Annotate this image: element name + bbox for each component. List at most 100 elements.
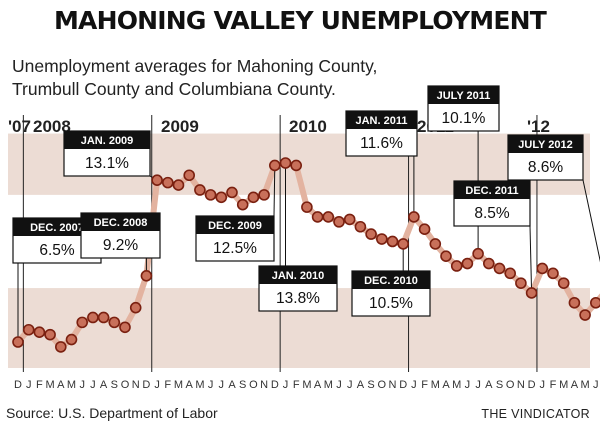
callout-date-bar [13,218,101,236]
month-tick-label: S [496,379,503,391]
data-point [386,235,399,248]
month-tick-label: J [411,379,417,391]
month-tick-label: M [559,379,568,391]
data-point [343,213,356,226]
month-tick-label: D [528,379,536,391]
chart-subtitle-line2: Trumbull County and Columbiana County. [12,79,336,99]
data-point [515,277,527,289]
data-point [493,262,506,275]
callout: JAN. 2009 13.1% [63,130,151,177]
data-point [333,216,345,228]
month-tick-label: D [271,379,279,391]
data-point [247,191,260,204]
data-point [311,211,324,223]
month-tick-label: N [132,379,140,391]
month-tick-label: F [293,379,300,391]
callout: JAN. 2011 11.6% [345,110,418,157]
year-label: 2009 [161,117,199,136]
month-tick-label: J [347,379,353,391]
month-tick-label: A [357,379,365,391]
month-tick-label: D [142,379,150,391]
month-tick-label: J [79,379,85,391]
callout-value: 12.5% [213,240,257,257]
year-label: 2008 [33,117,71,136]
data-point [119,321,131,334]
data-point [429,238,442,250]
month-tick-label: J [208,379,214,391]
data-point [215,191,228,204]
month-tick-label: J [593,379,599,391]
data-point [268,159,281,172]
callout-value: 6.5% [39,242,75,259]
callout-leader [273,165,276,217]
data-point [579,309,591,321]
month-tick-label: A [186,379,194,391]
data-point [290,159,303,172]
data-point [194,184,206,196]
data-point [236,198,249,211]
month-tick-label: O [121,379,130,391]
callout-value: 8.5% [474,205,510,222]
month-tick-label: J [219,379,225,391]
callout-date-bar [81,213,160,231]
month-tick-label: A [442,379,450,391]
data-point [140,269,153,282]
data-point [44,328,56,341]
month-tick-label: J [540,379,546,391]
month-tick-label: M [452,379,461,391]
callout-date: DEC. 2009 [208,220,262,232]
month-tick-label: J [465,379,471,391]
callout-value: 8.6% [528,159,564,176]
data-point [129,301,142,314]
month-tick-label: M [174,379,183,391]
callout-date: DEC. 2007 [30,222,84,234]
data-point [525,287,538,299]
callout-date-bar [64,131,150,149]
month-tick-label: J [154,379,160,391]
month-tick-label: M [46,379,55,391]
month-tick-label: F [421,379,428,391]
callout-date: DEC. 2008 [94,217,148,229]
data-point [87,311,99,324]
callout-date-bar [508,135,583,153]
callout: DEC. 2008 9.2% [80,212,161,259]
month-tick-label: D [14,379,22,391]
callout-date: DEC. 2010 [364,275,418,287]
callout-date-bar [259,266,337,284]
data-point [418,223,431,236]
data-point [408,211,420,223]
month-tick-label: A [571,379,579,391]
data-point [590,296,600,309]
callout-value: 11.6% [360,135,403,152]
data-point [226,186,238,199]
data-point [536,262,549,275]
callout-date: JAN. 2009 [81,135,134,147]
data-point [322,211,335,223]
month-tick-label: A [57,379,65,391]
month-tick-label: A [485,379,493,391]
data-point [33,326,46,338]
month-tick-label: S [111,379,118,391]
data-point [279,157,292,169]
chart-title: MAHONING VALLEY UNEMPLOYMENT [53,6,547,35]
month-tick-label: O [506,379,515,391]
month-tick-label: D [399,379,407,391]
month-tick-label: M [195,379,204,391]
month-tick-label: O [249,379,258,391]
data-point [557,277,570,289]
callout-date-bar [196,216,274,234]
month-tick-label: A [228,379,236,391]
data-point [504,267,517,280]
month-tick-label: M [67,379,76,391]
data-point [547,267,559,280]
data-point [354,220,367,233]
callout-date: JAN. 2010 [272,270,325,282]
callout-value: 13.8% [276,290,320,307]
data-point [450,260,463,272]
month-tick-label: F [36,379,43,391]
callout-value: 10.1% [442,110,486,127]
year-label: 2010 [289,117,327,136]
callout: JAN. 2010 13.8% [258,265,338,312]
data-point [397,238,410,250]
callout: DEC. 2010 10.5% [351,270,431,317]
